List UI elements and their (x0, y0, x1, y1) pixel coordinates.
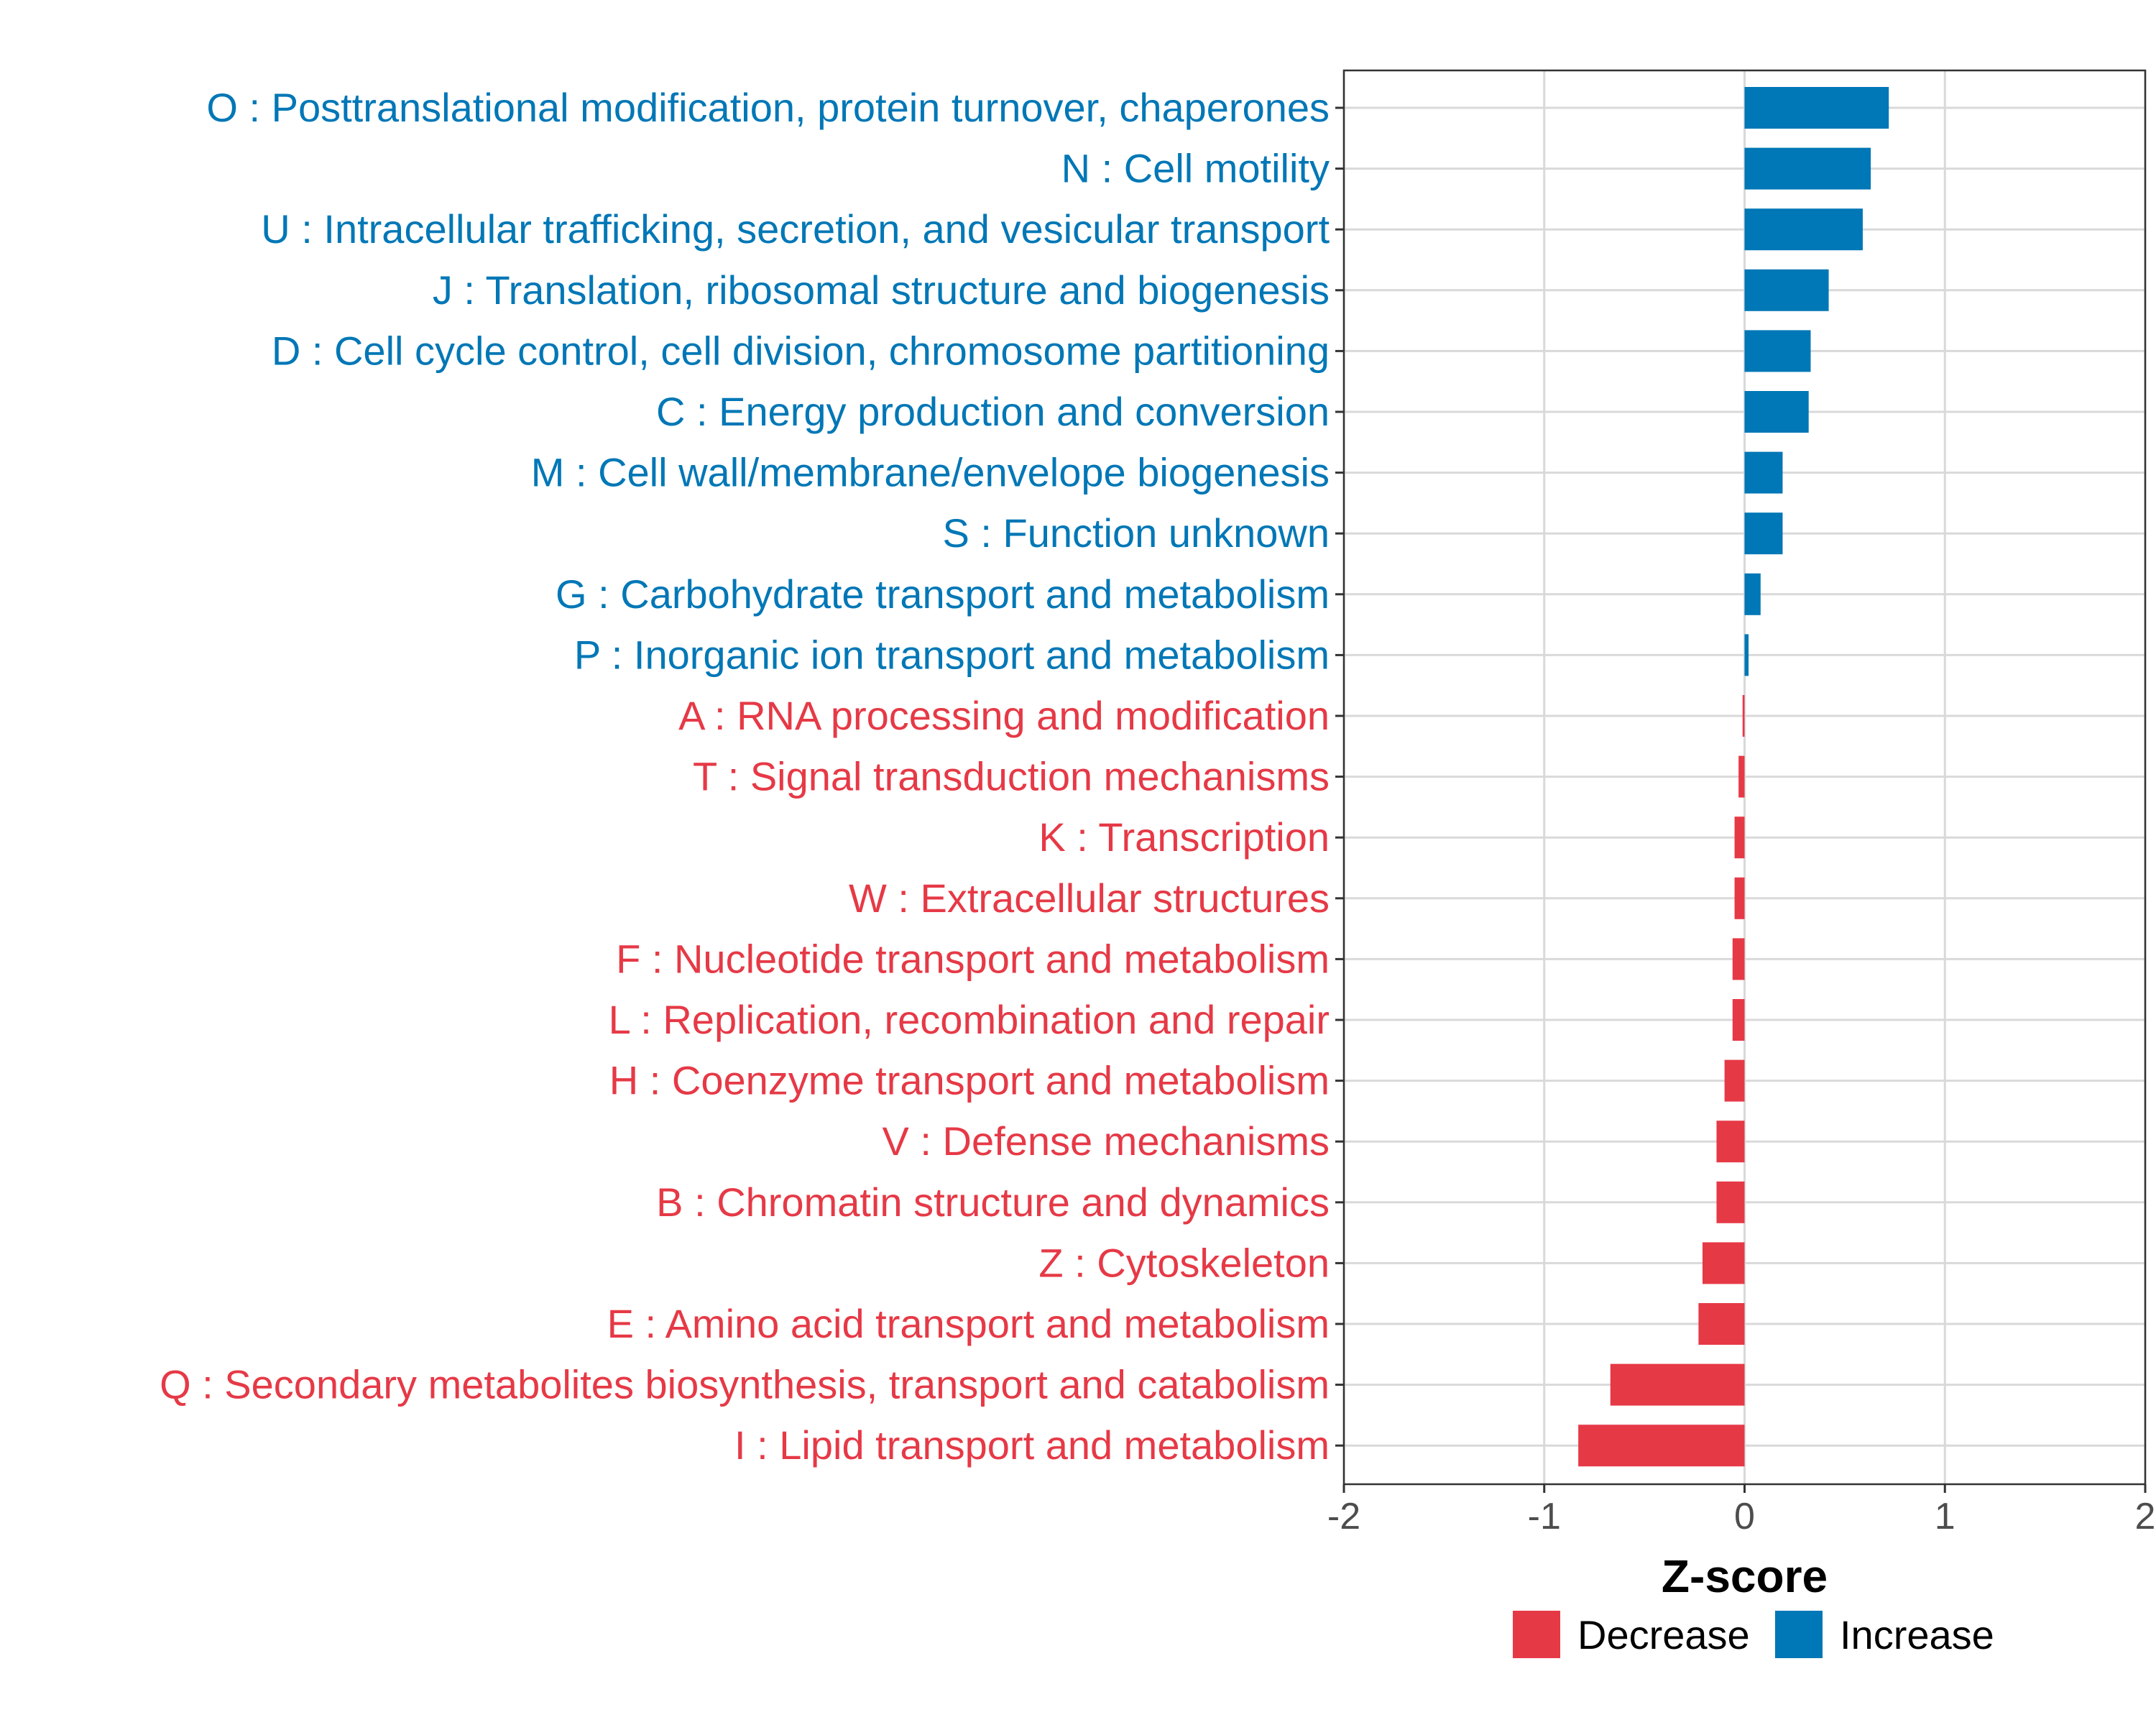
axis-ticks: -2 -1 0 1 2 (1327, 106, 2156, 1537)
bar (1744, 330, 1811, 372)
category-label: P : Inorganic ion transport and metaboli… (574, 632, 1330, 677)
legend-swatch (1775, 1611, 1823, 1658)
bar (1610, 1363, 1745, 1406)
category-label: F : Nucleotide transport and metabolism (616, 936, 1330, 981)
bar (1716, 1181, 1745, 1223)
category-label: U : Intracellular trafficking, secretion… (261, 206, 1330, 252)
bar (1738, 755, 1745, 798)
bar (1702, 1242, 1745, 1284)
bar (1716, 1121, 1745, 1163)
category-label: L : Replication, recombination and repai… (609, 997, 1330, 1042)
bar (1744, 269, 1829, 311)
bar (1732, 938, 1745, 980)
category-label: N : Cell motility (1061, 146, 1330, 191)
category-label: V : Defense mechanisms (883, 1118, 1330, 1164)
x-tick-label: -2 (1327, 1496, 1360, 1537)
category-labels: O : Posttranslational modification, prot… (160, 85, 1330, 1468)
x-tick-label: -1 (1528, 1496, 1561, 1537)
category-label: K : Transcription (1038, 814, 1330, 860)
category-label: T : Signal transduction mechanisms (693, 754, 1330, 799)
x-tick-label: 2 (2135, 1496, 2156, 1537)
bar (1724, 1059, 1745, 1102)
category-label: A : RNA processing and modification (678, 693, 1330, 738)
legend: Decrease Increase (1513, 1611, 1994, 1658)
bar (1734, 877, 1745, 919)
category-label: C : Energy production and conversion (656, 389, 1330, 434)
category-label: J : Translation, ribosomal structure and… (433, 267, 1330, 313)
category-label: I : Lipid transport and metabolism (734, 1422, 1330, 1468)
bar (1744, 512, 1783, 555)
bar (1742, 695, 1745, 737)
bar (1744, 208, 1863, 251)
bar (1578, 1425, 1745, 1467)
bar (1744, 391, 1809, 433)
category-label: G : Carbohydrate transport and metabolis… (556, 571, 1330, 617)
legend-swatch (1513, 1611, 1560, 1658)
category-label: M : Cell wall/membrane/envelope biogenes… (531, 450, 1330, 495)
category-label: S : Function unknown (942, 510, 1330, 556)
category-label: O : Posttranslational modification, prot… (206, 85, 1330, 130)
bar (1732, 999, 1745, 1041)
legend-label: Decrease (1577, 1612, 1750, 1657)
bar (1744, 573, 1761, 615)
bar (1734, 816, 1745, 859)
category-label: Z : Cytoskeleton (1038, 1240, 1330, 1285)
category-label: Q : Secondary metabolites biosynthesis, … (160, 1362, 1330, 1407)
bar (1698, 1303, 1745, 1345)
bar (1744, 147, 1871, 190)
category-label: W : Extracellular structures (849, 875, 1330, 921)
bar (1744, 87, 1889, 129)
bars (1578, 87, 1889, 1467)
x-axis-title: Z-score (1662, 1550, 1828, 1602)
category-label: D : Cell cycle control, cell division, c… (272, 328, 1330, 373)
category-label: E : Amino acid transport and metabolism (607, 1301, 1330, 1346)
category-label: H : Coenzyme transport and metabolism (609, 1058, 1330, 1103)
bar (1744, 451, 1783, 494)
x-tick-label: 0 (1734, 1496, 1755, 1537)
legend-label: Increase (1840, 1612, 1994, 1657)
bar (1744, 634, 1749, 676)
x-tick-label: 1 (1935, 1496, 1955, 1537)
category-label: B : Chromatin structure and dynamics (656, 1179, 1330, 1225)
